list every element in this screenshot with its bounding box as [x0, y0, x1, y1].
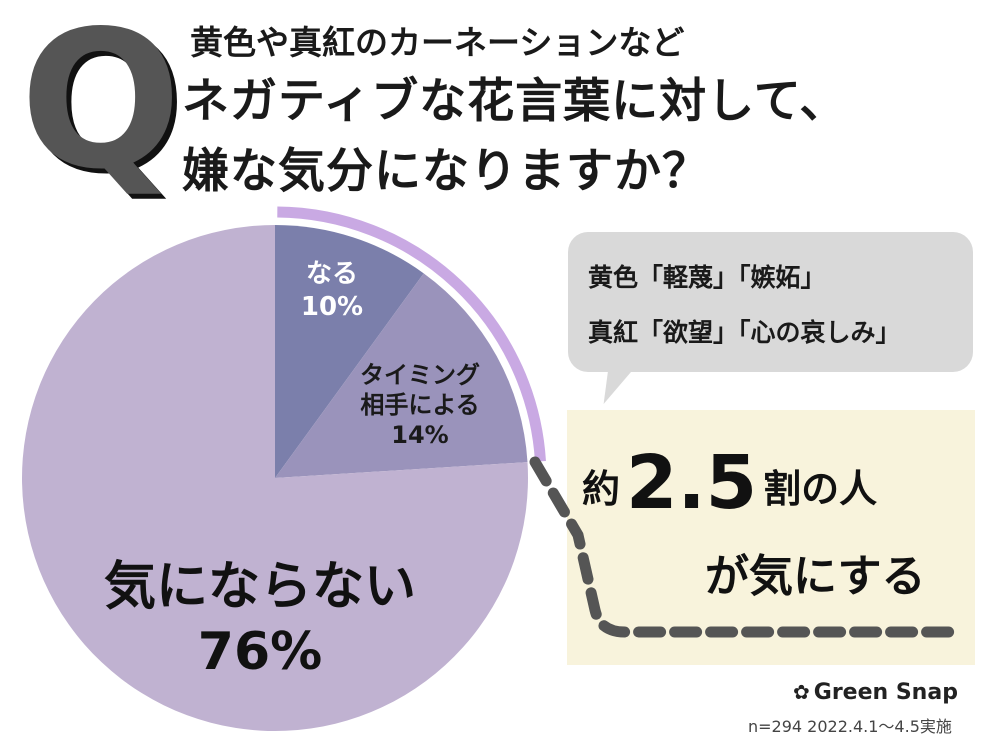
- callout-headline: 約2.5 割の人: [582, 440, 877, 526]
- slice-label-kinisanai: 気にならない 76%: [80, 555, 440, 685]
- pie-slice-0: [275, 225, 424, 478]
- brand-logo: ✿ Green Snap: [793, 680, 958, 705]
- bubble-line-yellow: 黄色「軽蔑」「嫉妬」: [588, 263, 826, 292]
- bubble-line-crimson: 真紅「欲望」「心の哀しみ」: [588, 318, 901, 347]
- highlight-arc: [277, 206, 546, 462]
- slice-label-timing-name-2: 相手による: [360, 391, 480, 419]
- slice-label-naru-name: なる: [305, 259, 358, 289]
- callout-box: [567, 410, 975, 665]
- callout-line-2: が気にする: [705, 551, 926, 602]
- pie-group: [21, 206, 546, 732]
- callout-number: 2.5: [626, 440, 758, 526]
- pie-slice-2: [21, 225, 528, 732]
- slice-label-naru-value: 10%: [300, 291, 364, 322]
- slice-label-kinisanai-name: 気にならない: [103, 557, 416, 617]
- dashed-connector: [529, 456, 956, 638]
- title-line-2: 嫌な気分になりますか？: [182, 144, 710, 199]
- slice-label-timing: タイミング 相手による 14%: [330, 360, 510, 450]
- subtitle: 黄色や真紅のカーネーションなど: [190, 23, 685, 62]
- clover-icon: ✿: [793, 680, 810, 704]
- callout-prefix: 約: [582, 467, 621, 511]
- slice-label-naru: なる 10%: [272, 258, 392, 323]
- brand-logo-text: Green Snap: [813, 680, 958, 705]
- survey-note: n=294 2022.4.1〜4.5実施: [748, 717, 952, 736]
- q-letter: Q: [20, 0, 182, 211]
- callout-suffix: 割の人: [763, 467, 878, 511]
- slice-label-timing-name-1: タイミング: [360, 361, 480, 389]
- speech-bubble: [568, 232, 973, 372]
- slice-label-kinisanai-value: 76%: [197, 622, 323, 682]
- title-line-1: ネガティブな花言葉に対して、: [182, 74, 848, 129]
- slice-label-timing-value: 14%: [391, 421, 449, 449]
- pie-slice-1: [275, 273, 528, 478]
